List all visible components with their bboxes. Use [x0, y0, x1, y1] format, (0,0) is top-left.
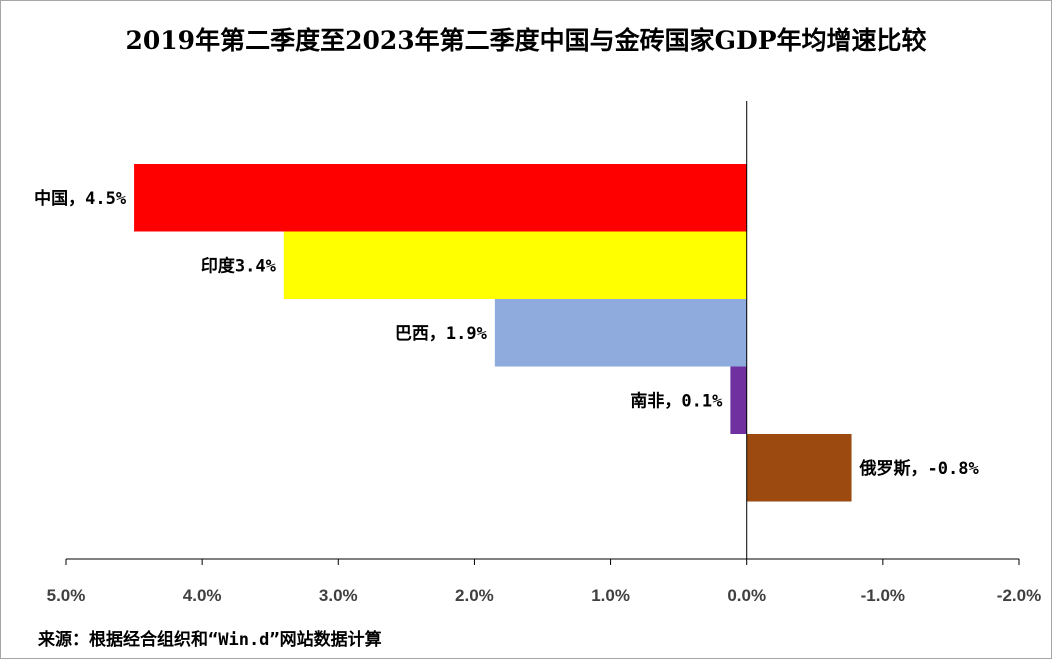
x-tick-label-4: 2.0%: [455, 586, 494, 605]
bar-4: [730, 366, 747, 434]
bar-1: [134, 164, 747, 232]
bars-layer: [134, 164, 852, 502]
axis-layer: 5.0% 4.0% 3.0% 2.0% 1.0% 0.0% -1.0% -2.0%: [47, 101, 1041, 605]
source-note: 来源：根据经合组织和“Win.d”网站数据计算: [38, 630, 382, 650]
x-tick-label-2: 4.0%: [183, 586, 222, 605]
x-tick-label-5: 1.0%: [591, 586, 630, 605]
data-label-3: 巴西，1.9%: [395, 324, 488, 344]
data-label-2: 印度3.4%: [201, 255, 277, 276]
labels-layer: 中国，4.5% 印度3.4% 巴西，1.9% 南非，0.1% 俄罗斯，-0.8%: [34, 188, 979, 479]
bar-3: [494, 299, 747, 367]
data-label-5: 俄罗斯，-0.8%: [859, 458, 980, 479]
chart-title: 2019年第二季度至2023年第二季度中国与金砖国家GDP年均增速比较: [125, 26, 927, 55]
x-tick-label-7: -1.0%: [861, 586, 905, 605]
bar-2: [283, 231, 747, 299]
bar-5: [746, 434, 852, 502]
x-tick-label-3: 3.0%: [319, 586, 358, 605]
x-tick-label-6: 0.0%: [727, 586, 766, 605]
x-tick-label-8: -2.0%: [997, 586, 1041, 605]
data-label-1: 中国，4.5%: [34, 188, 127, 209]
x-tick-label-1: 5.0%: [47, 586, 86, 605]
data-label-4: 南非，0.1%: [630, 390, 723, 411]
